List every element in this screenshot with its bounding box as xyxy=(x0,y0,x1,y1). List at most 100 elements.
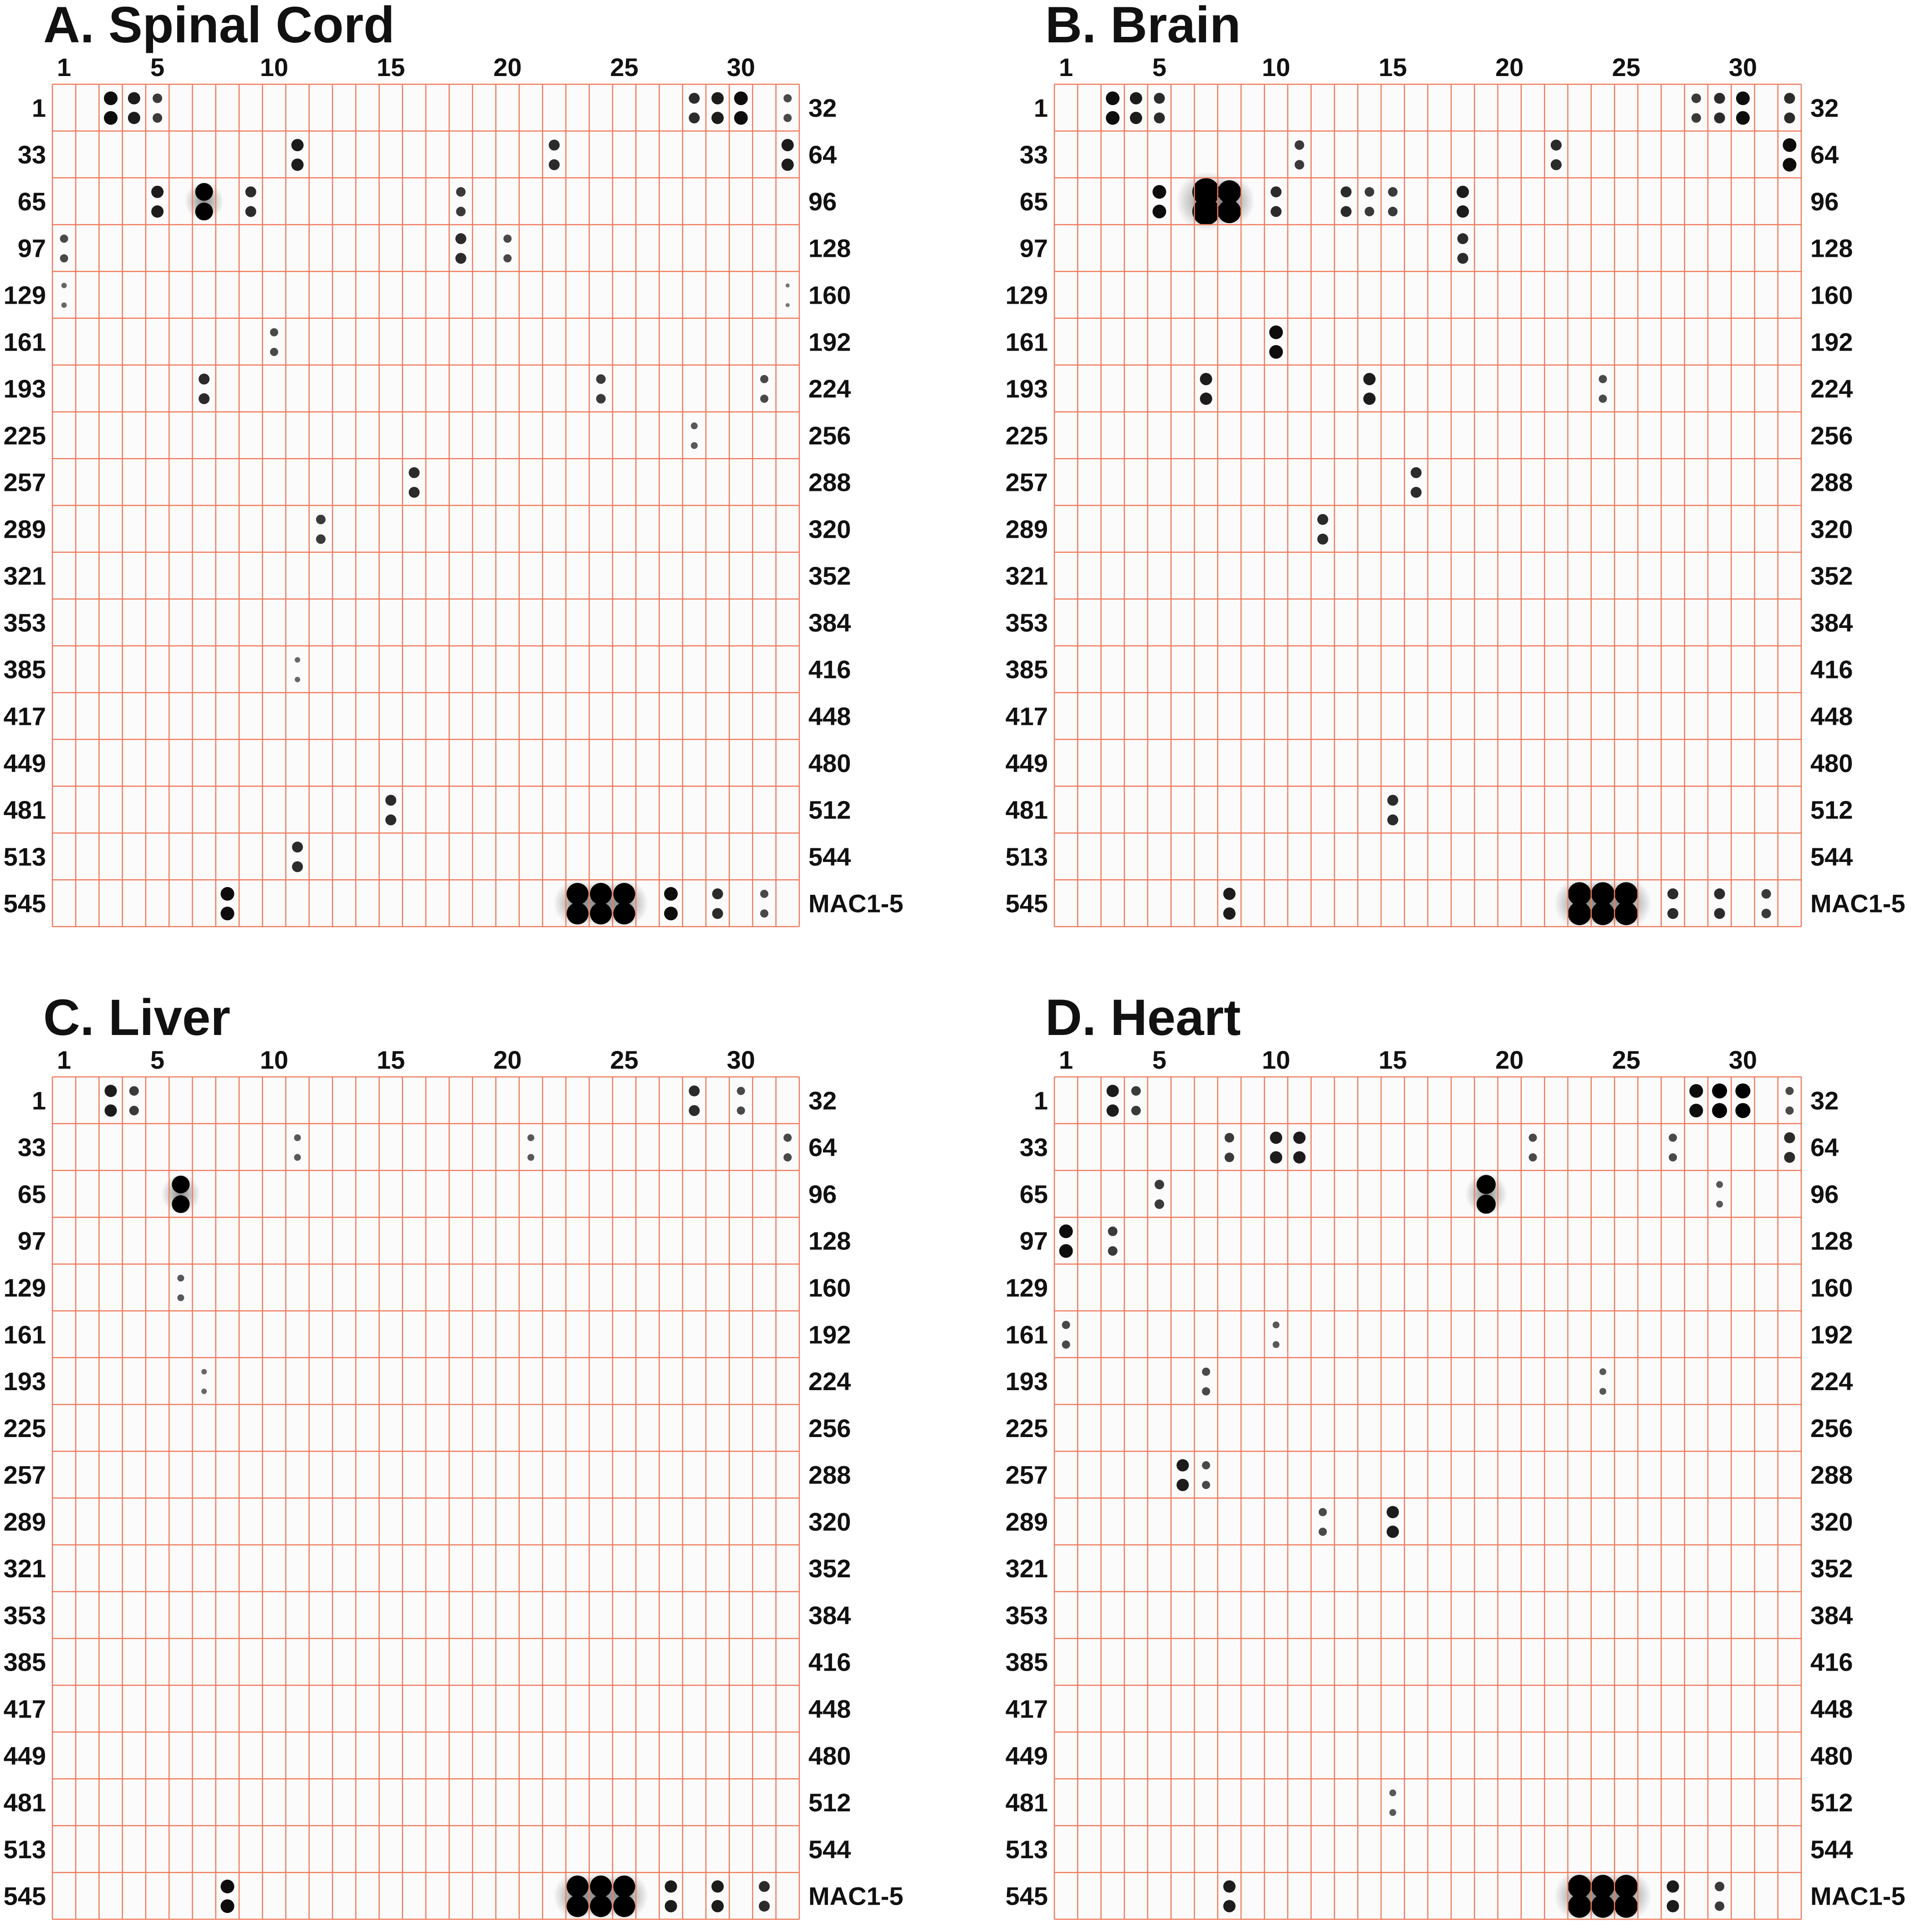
row-label-right: 288 xyxy=(808,1461,851,1489)
blot-spot-pair xyxy=(1667,888,1679,919)
blot-spot-pair xyxy=(1108,1226,1118,1256)
blot-spot-pair xyxy=(1735,1083,1751,1118)
row-label-left: 161 xyxy=(1006,1320,1048,1349)
blot-spot-pair xyxy=(664,887,678,921)
blot-spot-pair xyxy=(712,888,723,919)
row-label-right: 64 xyxy=(1810,1133,1839,1162)
column-label: 1 xyxy=(1059,1045,1073,1074)
blot-spot-pair xyxy=(455,233,466,264)
row-label-right: 96 xyxy=(1810,187,1839,216)
blot-spot-pair xyxy=(503,234,512,263)
row-label-left: 33 xyxy=(18,1133,46,1162)
row-label-left: 193 xyxy=(4,1367,46,1396)
row-label-right: 192 xyxy=(808,327,851,356)
row-label-right: 352 xyxy=(808,561,851,590)
blot-spot-pair xyxy=(785,283,790,307)
row-label-right: 320 xyxy=(1810,515,1853,543)
row-label-left: 449 xyxy=(1006,1741,1048,1770)
column-label: 10 xyxy=(1262,53,1290,82)
row-label-left: 257 xyxy=(4,468,46,497)
blot-spot-pair xyxy=(664,1880,677,1912)
row-label-left: 193 xyxy=(4,374,46,403)
row-label-left: 65 xyxy=(1020,187,1048,216)
column-label: 25 xyxy=(610,53,638,82)
row-label-right: 480 xyxy=(808,1741,851,1770)
row-label-right: MAC1-5 xyxy=(1810,889,1905,918)
blot-spot-pair xyxy=(1154,92,1165,123)
blot-spot-pair xyxy=(177,1274,184,1301)
row-label-left: 321 xyxy=(4,561,46,590)
blot-spot-pair xyxy=(129,1086,139,1116)
row-label-right: 64 xyxy=(808,1133,837,1162)
blot-spot-pair xyxy=(199,373,210,404)
panel-title: D. Heart xyxy=(1045,989,1241,1046)
row-label-left: 97 xyxy=(18,234,46,263)
row-label-right: 512 xyxy=(808,795,851,824)
row-label-right: 64 xyxy=(1810,140,1839,169)
blot-spot-pair xyxy=(1202,1461,1211,1489)
row-label-left: 97 xyxy=(1020,1227,1048,1255)
row-label-right: 384 xyxy=(808,1601,851,1630)
blot-spot-pair xyxy=(295,657,301,683)
blot-spot-pair xyxy=(1784,1132,1795,1163)
row-label-left: 353 xyxy=(1006,608,1048,637)
row-label-left: 1 xyxy=(32,93,46,122)
row-label-right: 64 xyxy=(808,140,837,169)
blot-spot-pair xyxy=(760,890,769,918)
blot-spot-pair xyxy=(153,93,163,123)
row-label-left: 225 xyxy=(4,1414,46,1443)
row-label-left: 353 xyxy=(4,1601,46,1630)
row-label-right: 384 xyxy=(808,608,851,637)
blot-spot-pair xyxy=(759,1881,770,1912)
blot-spot-pair xyxy=(128,92,140,124)
column-label: 1 xyxy=(57,53,71,82)
row-label-left: 385 xyxy=(1006,1648,1048,1677)
row-label-right: 448 xyxy=(1810,1695,1853,1723)
row-label-right: 544 xyxy=(808,1835,851,1864)
blot-spot-pair xyxy=(1272,1321,1280,1348)
column-label: 20 xyxy=(493,53,521,82)
column-label: 15 xyxy=(377,1045,405,1074)
row-label-left: 545 xyxy=(4,889,46,918)
blot-spot-pair xyxy=(1600,1870,1652,1922)
blot-grid: 1 5 10 15 20 25 301336597129161193225257289321… xyxy=(4,53,903,928)
column-label: 20 xyxy=(1495,53,1523,82)
row-label-left: 481 xyxy=(1006,1788,1048,1817)
column-label: 10 xyxy=(1262,1045,1290,1074)
blot-spot-pair xyxy=(1062,1320,1070,1349)
row-label-left: 161 xyxy=(4,327,46,356)
row-label-right: 352 xyxy=(1810,561,1853,590)
blot-spot-pair xyxy=(1550,139,1562,170)
blot-grid: 1 5 10 15 20 25 301336597129161193225257289321… xyxy=(1006,53,1905,929)
row-label-right: 160 xyxy=(1810,281,1853,310)
blot-spot-pair xyxy=(220,1880,235,1913)
row-label-left: 353 xyxy=(4,608,46,637)
panel-heart: D. Heart 1 5 10 15 20 25 30 1 33 65 97 129 161 193 225… xyxy=(1002,989,1911,1926)
blot-spot-pair xyxy=(1716,1181,1723,1208)
row-label-right: 416 xyxy=(1810,655,1853,684)
row-label-right: 128 xyxy=(808,234,851,263)
blot-spot-pair xyxy=(60,234,68,263)
row-label-right: 512 xyxy=(1810,795,1853,824)
column-label: 1 xyxy=(1059,53,1073,82)
row-label-left: 257 xyxy=(1006,1461,1048,1489)
row-label-right: 192 xyxy=(808,1320,851,1349)
row-label-left: 33 xyxy=(18,140,46,169)
blot-spot-pair xyxy=(184,182,224,221)
row-label-left: 513 xyxy=(1006,1835,1048,1864)
row-label-left: 449 xyxy=(1006,749,1048,777)
column-label: 5 xyxy=(1152,1045,1166,1074)
blot-spot-pair xyxy=(201,1369,207,1394)
blot-spot-pair xyxy=(1270,186,1282,217)
row-label-right: 512 xyxy=(1810,1788,1853,1817)
blot-spot-pair xyxy=(245,186,256,217)
blot-spot-pair xyxy=(783,94,792,122)
blot-spot-pair xyxy=(1689,1084,1703,1117)
blot-spot-pair xyxy=(316,515,326,544)
row-label-left: 417 xyxy=(1006,702,1048,731)
row-label-right: 160 xyxy=(808,281,851,310)
blot-spot-pair xyxy=(294,1134,301,1161)
blot-spot-pair xyxy=(385,795,397,826)
blot-spot-pair xyxy=(1691,93,1701,123)
column-label: 5 xyxy=(150,1045,164,1074)
